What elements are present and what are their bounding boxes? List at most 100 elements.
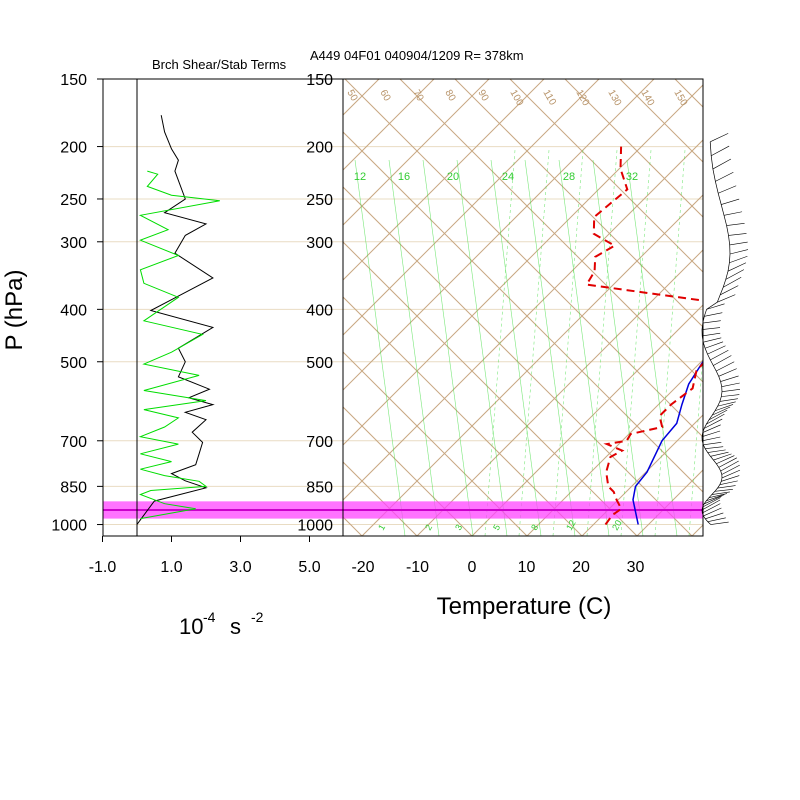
skewt-grid	[0, 79, 800, 536]
shear-unit-exp: -4	[203, 609, 216, 625]
wind-barb	[729, 255, 748, 264]
isotherm-line	[471, 304, 703, 536]
moist-adiabat-line	[586, 149, 618, 536]
wind-barb	[721, 475, 740, 482]
wind-barbs	[701, 133, 749, 525]
shear-tick-label: -1.0	[89, 559, 117, 576]
wind-barb	[704, 418, 723, 429]
moist-adiabat-line	[757, 150, 787, 536]
wind-barb	[704, 341, 724, 349]
wind-barb	[727, 262, 747, 272]
dry-adiabat-line	[343, 186, 693, 536]
temperature-tick-label: -10	[406, 559, 429, 576]
pressure-tick-left: 150	[60, 72, 87, 89]
isotherm-line	[343, 79, 545, 281]
dry-adiabat-label: 50	[344, 88, 359, 104]
wind-barb	[712, 158, 732, 170]
temperature-tick-label: 30	[627, 559, 645, 576]
wind-barb	[708, 493, 728, 498]
dry-adiabat-label: 130	[605, 88, 623, 108]
shear-unit-label: 10 -4 s -2	[179, 609, 264, 639]
pressure-tick-left: 1000	[51, 518, 87, 535]
wind-barb	[721, 382, 740, 387]
pressure-tick-left: 200	[60, 140, 87, 157]
isobar-lines	[103, 146, 703, 526]
pressure-tick-right: 500	[306, 355, 333, 372]
mixing-ratio-bottom-label: 5	[491, 523, 502, 532]
wind-barb	[729, 249, 749, 255]
wind-barb	[702, 332, 721, 337]
wind-barb	[705, 446, 724, 449]
isotherm-line	[581, 414, 703, 536]
isotherm-line	[0, 79, 324, 536]
mixing-ratio-bottom-label: 2	[423, 523, 434, 532]
wind-barb	[714, 488, 733, 492]
shear-stability-plot	[136, 115, 220, 525]
mixing-ratio-line	[422, 159, 474, 536]
wind-barb	[718, 368, 737, 377]
wind-barb	[721, 469, 741, 479]
left-panel-title: Brch Shear/Stab Terms	[152, 57, 287, 72]
wind-barb	[707, 517, 726, 522]
dry-adiabat-line	[0, 79, 307, 536]
wind-barb	[711, 406, 731, 416]
highlight-band	[103, 501, 703, 519]
isotherm-line	[691, 524, 703, 536]
wind-barb	[703, 337, 722, 343]
dry-adiabat-line	[619, 79, 703, 163]
wind-barb	[717, 401, 736, 407]
moist-adiabat-line	[723, 150, 753, 536]
wind-barb	[702, 497, 721, 508]
moist-adiabat-line	[654, 149, 686, 536]
pressure-tick-right: 400	[306, 302, 333, 319]
wind-barb	[716, 455, 735, 465]
wind-barb	[721, 394, 740, 397]
dry-adiabat-line	[343, 406, 473, 536]
dry-adiabat-label: 90	[475, 88, 490, 104]
wind-barb	[714, 404, 734, 412]
mixing-ratio-bottom-label: 20	[610, 518, 624, 532]
stability-term-line	[138, 170, 220, 520]
temperature-axis-label: Temperature (C)	[437, 593, 612, 620]
mixing-ratio-line	[592, 159, 644, 536]
wind-barb	[728, 233, 747, 236]
isotherm-line	[526, 359, 703, 536]
right-panel-title: A449 04F01 040904/1209 R= 378km	[310, 48, 524, 63]
shear-unit-s: s	[230, 614, 241, 639]
wind-barb	[705, 512, 724, 520]
wind-barb	[721, 389, 741, 392]
wind-barb	[702, 327, 721, 330]
temperature-tick-label: -20	[351, 559, 374, 576]
mixing-ratio-line	[524, 159, 576, 536]
wind-barb	[721, 464, 740, 475]
mixing-ratio-label: 24	[502, 171, 514, 183]
pressure-tick-right: 850	[306, 479, 333, 496]
mixing-ratio-bottom-label: 8	[529, 523, 540, 532]
dry-adiabat-label: 70	[410, 88, 425, 104]
wind-barb	[704, 312, 723, 317]
wind-barb	[713, 453, 732, 461]
wind-barb	[711, 145, 730, 157]
wind-barb	[710, 133, 729, 143]
shear-tick-label: 5.0	[298, 559, 320, 576]
dry-adiabat-label: 100	[507, 88, 525, 108]
wind-barb	[725, 269, 744, 280]
wind-barb	[701, 430, 721, 438]
wind-barb	[726, 222, 745, 226]
pressure-tick-left: 500	[60, 355, 87, 372]
shear-unit-exp2: -2	[251, 609, 264, 625]
wind-barb	[706, 303, 725, 310]
wind-barb	[716, 361, 735, 372]
pressure-tick-right: 700	[306, 434, 333, 451]
wind-barb	[710, 451, 729, 457]
wind-barb-staff	[701, 141, 731, 525]
mixing-ratio-bottom-label: 3	[453, 523, 464, 532]
isotherm-line	[747, 79, 800, 536]
dry-adiabat-label: 60	[377, 88, 392, 104]
wind-barb	[702, 503, 721, 514]
pressure-tick-left: 850	[60, 479, 87, 496]
pressure-tick-left: 700	[60, 434, 87, 451]
temperature-line	[632, 360, 703, 525]
